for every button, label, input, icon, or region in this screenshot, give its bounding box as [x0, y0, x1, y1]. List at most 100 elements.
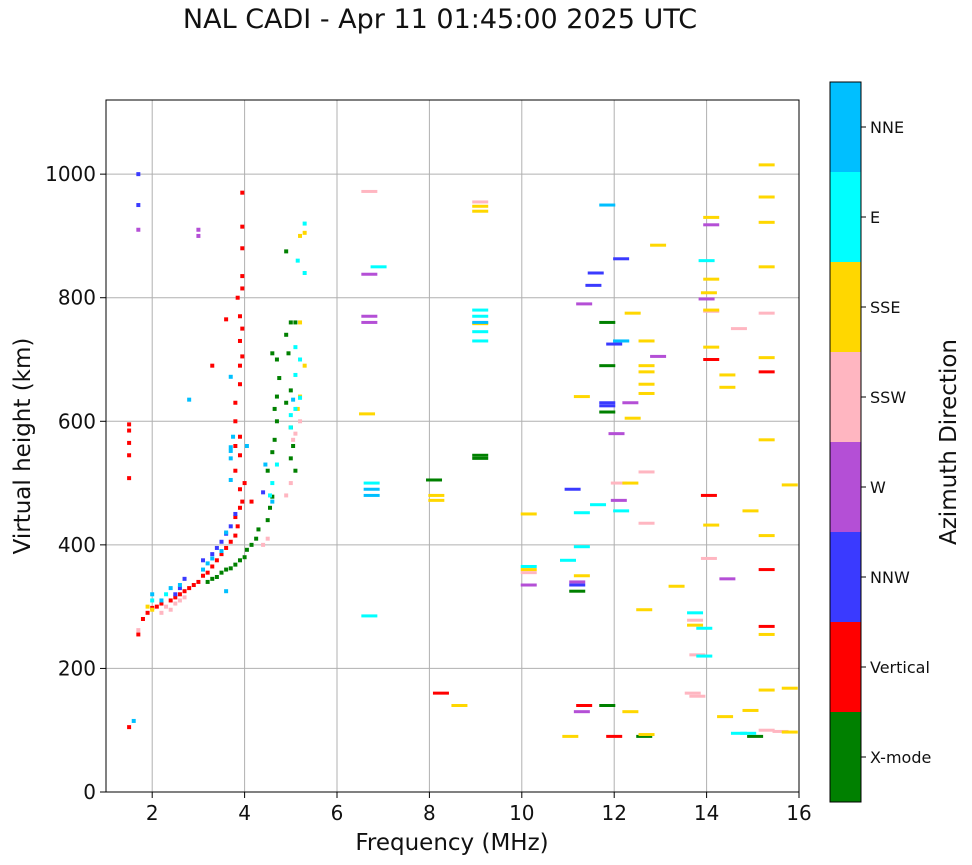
data-point-sse: [622, 710, 639, 714]
data-point-sse: [650, 243, 667, 247]
data-point-e: [288, 425, 293, 430]
data-point-nnw: [599, 404, 616, 408]
colorbar-label: NNW: [870, 568, 910, 587]
data-point-sse: [703, 523, 720, 527]
data-point-sse: [562, 734, 579, 738]
data-point-nne: [599, 203, 616, 207]
data-point-vertical: [237, 505, 242, 510]
data-point-nne: [228, 374, 233, 379]
data-point-e: [293, 406, 298, 411]
data-point-vertical: [758, 568, 775, 572]
y-tick-label: 600: [58, 409, 96, 433]
data-point-w: [698, 297, 715, 301]
data-point-e: [298, 357, 303, 362]
colorbar-swatch: [830, 262, 861, 352]
data-point-vertical: [237, 453, 242, 458]
colorbar-title: Azimuth Direction: [936, 339, 962, 545]
data-point-nnw: [219, 539, 224, 544]
data-point-e: [696, 654, 713, 658]
data-point-vertical: [237, 382, 242, 387]
data-point-x-mode: [242, 555, 247, 560]
data-point-nnw: [136, 203, 141, 208]
data-point-vertical: [136, 632, 141, 637]
data-point-nne: [159, 598, 164, 603]
data-point-ssw: [730, 327, 747, 331]
data-point-ssw: [182, 595, 187, 600]
data-point-nnw: [136, 172, 141, 177]
data-point-sse: [638, 370, 655, 374]
data-point-x-mode: [249, 542, 254, 547]
data-point-vertical: [210, 564, 215, 569]
data-point-sse: [145, 604, 150, 609]
data-point-nne: [228, 448, 233, 453]
colorbar-label: SSW: [870, 388, 906, 407]
data-point-sse: [758, 688, 775, 692]
data-point-sse: [638, 364, 655, 368]
data-point-vertical: [233, 515, 238, 520]
data-point-e: [520, 564, 537, 568]
colorbar-swatch: [830, 442, 861, 532]
data-point-sse: [302, 363, 307, 368]
data-point-nne: [270, 499, 275, 504]
data-point-x-mode: [270, 351, 275, 356]
data-point-nne: [224, 530, 229, 535]
data-point-vertical: [758, 624, 775, 628]
data-point-w: [608, 432, 625, 436]
data-point-x-mode: [244, 547, 249, 552]
data-point-vertical: [168, 598, 173, 603]
data-point-vertical: [127, 440, 132, 445]
data-point-ssw: [288, 481, 293, 486]
data-point-sse: [719, 373, 736, 377]
data-point-sse: [359, 412, 376, 416]
data-point-sse: [700, 291, 717, 295]
data-point-w: [196, 233, 201, 238]
data-point-vertical: [240, 246, 245, 251]
data-point-x-mode: [270, 494, 275, 499]
data-point-x-mode: [233, 562, 238, 567]
data-point-vertical: [240, 274, 245, 279]
data-point-vertical: [235, 295, 240, 300]
data-point-sse: [758, 438, 775, 442]
data-point-sse: [758, 356, 775, 360]
data-point-vertical: [237, 363, 242, 368]
data-point-nne: [150, 592, 155, 597]
data-point-sse: [638, 391, 655, 395]
data-point-vertical: [224, 545, 229, 550]
data-point-nnw: [599, 401, 616, 405]
data-point-e: [472, 339, 489, 343]
data-point-sse: [781, 730, 798, 734]
data-point-w: [361, 272, 378, 276]
data-point-vertical: [145, 610, 150, 615]
data-point-sse: [638, 733, 655, 737]
data-point-sse: [428, 493, 445, 497]
data-point-x-mode: [569, 589, 586, 593]
data-point-sse: [638, 382, 655, 386]
y-tick-label: 0: [83, 780, 96, 804]
colorbar-swatch: [830, 712, 861, 802]
data-point-nne: [228, 456, 233, 461]
data-point-e: [472, 308, 489, 312]
data-point-vertical: [140, 617, 145, 621]
data-point-sse: [758, 265, 775, 269]
data-point-x-mode: [228, 566, 233, 571]
data-point-vertical: [173, 595, 178, 600]
data-point-e: [573, 545, 590, 549]
data-point-nnw: [261, 490, 266, 495]
data-point-e: [164, 592, 169, 597]
data-point-sse: [520, 568, 537, 572]
data-point-x-mode: [599, 704, 616, 707]
data-point-ssw: [520, 571, 537, 575]
data-point-ssw: [700, 556, 717, 560]
data-point-w: [196, 227, 201, 232]
data-point-ssw: [291, 437, 296, 442]
data-point-ssw: [758, 311, 775, 315]
data-point-sse: [703, 277, 720, 281]
data-point-nnw: [201, 558, 206, 563]
data-point-ssw: [261, 542, 266, 547]
data-point-nne: [187, 397, 192, 402]
data-point-vertical: [177, 592, 182, 597]
data-point-e: [696, 626, 713, 630]
data-point-nne: [231, 434, 236, 439]
data-point-ssw: [361, 189, 378, 193]
data-point-x-mode: [205, 579, 210, 584]
